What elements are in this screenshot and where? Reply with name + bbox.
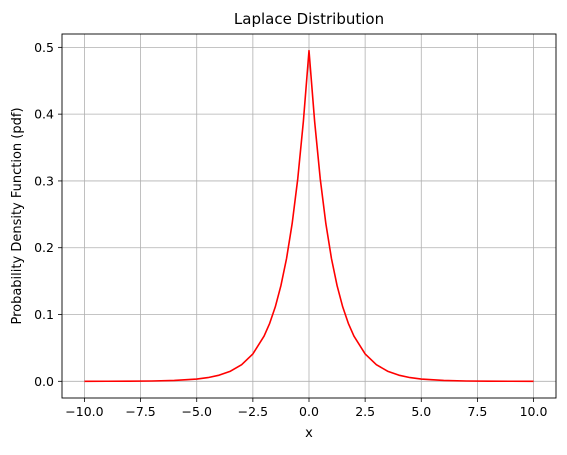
y-tick-label: 0.2: [34, 240, 54, 255]
x-tick-label: 10.0: [520, 404, 548, 419]
y-axis-ticks: 0.0 0.1 0.2 0.3 0.4 0.5: [34, 40, 62, 389]
y-axis-label: Probability Density Function (pdf): [10, 107, 25, 324]
grid: [62, 34, 556, 398]
y-tick-label: 0.4: [34, 107, 54, 122]
chart-title: Laplace Distribution: [234, 10, 384, 28]
x-tick-label: −5.0: [182, 404, 212, 419]
x-tick-label: −10.0: [65, 404, 103, 419]
x-axis-label: x: [305, 426, 313, 441]
pdf-series-line: [84, 49, 534, 383]
y-tick-label: 0.0: [34, 374, 54, 389]
x-tick-label: −7.5: [125, 404, 155, 419]
y-tick-label: 0.5: [34, 40, 54, 55]
x-tick-label: 5.0: [411, 404, 431, 419]
x-tick-label: −2.5: [238, 404, 268, 419]
series-layer: [84, 49, 534, 383]
y-tick-label: 0.1: [34, 307, 54, 322]
x-tick-label: 7.5: [467, 404, 487, 419]
y-tick-label: 0.3: [34, 173, 54, 188]
x-tick-label: 2.5: [355, 404, 375, 419]
x-axis-ticks: −10.0 −7.5 −5.0 −2.5 0.0 2.5 5.0 7.5 10.0: [65, 398, 548, 419]
x-tick-label: 0.0: [299, 404, 319, 419]
